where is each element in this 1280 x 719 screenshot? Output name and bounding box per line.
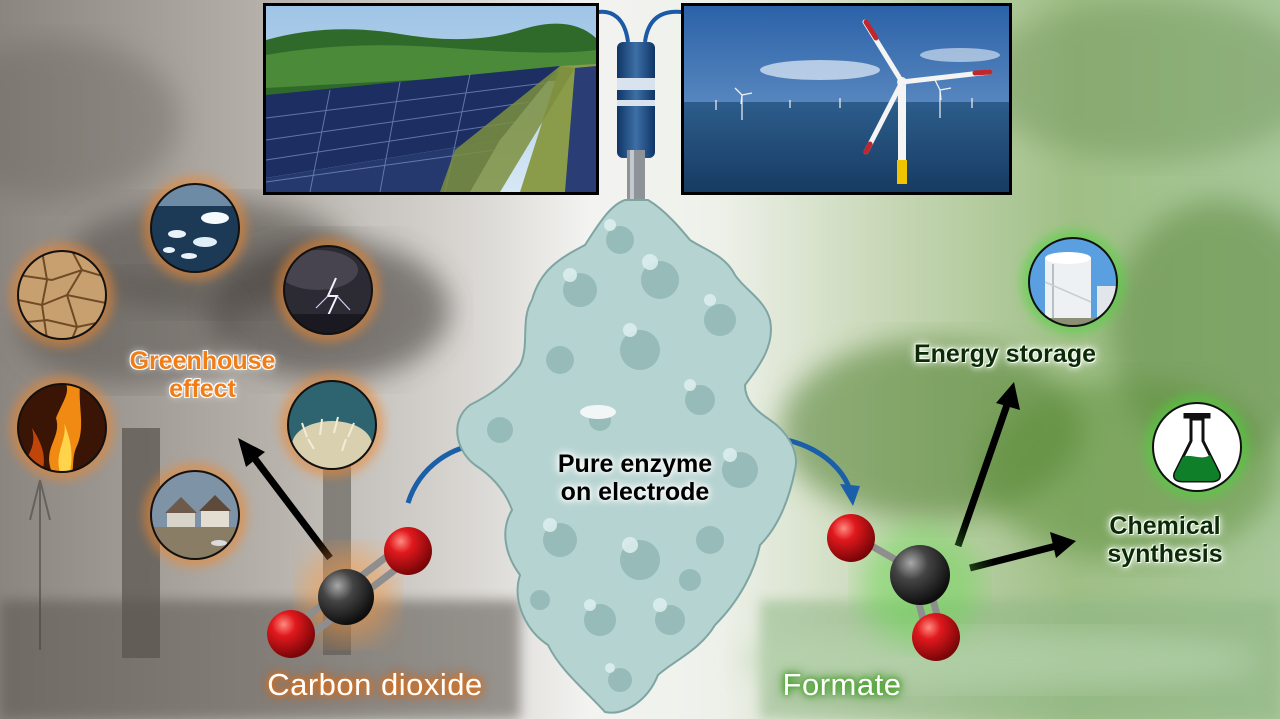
coral-bleaching-icon xyxy=(280,373,384,477)
storm-icon xyxy=(276,238,380,342)
forest-background xyxy=(740,0,1280,719)
greenhouse-line-2: effect xyxy=(169,375,236,403)
enzyme-line-1: Pure enzyme xyxy=(557,450,713,478)
wildfire-icon xyxy=(10,376,114,480)
chemical-line-1: Chemical xyxy=(1109,512,1221,540)
climate-impact-icons xyxy=(10,176,384,567)
melting-ice-icon xyxy=(143,176,247,280)
arrow-co2-to-greenhouse xyxy=(238,438,333,561)
co2-molecule xyxy=(267,527,432,658)
energy-storage-label: Energy storage xyxy=(913,340,1096,368)
chemical-synthesis-label: Chemical synthesis xyxy=(1075,512,1255,568)
cable-left xyxy=(597,9,630,43)
chemical-line-2: synthesis xyxy=(1107,540,1223,568)
drought-icon xyxy=(10,243,114,347)
flood-icon xyxy=(143,463,247,567)
greenhouse-effect-label: Greenhouse effect xyxy=(100,347,305,403)
storage-tank-icon xyxy=(1021,230,1125,334)
enzyme-structure xyxy=(456,199,797,714)
enzyme-electrode-label: Pure enzyme on electrode xyxy=(500,450,770,506)
chemical-flask-icon xyxy=(1145,395,1249,499)
arrow-formate-to-energy-storage xyxy=(954,382,1020,548)
electrode xyxy=(617,42,655,210)
formate-molecule xyxy=(827,514,980,661)
formate-label: Formate xyxy=(782,667,902,702)
solar-farm-photo xyxy=(263,3,599,195)
enzyme-line-2: on electrode xyxy=(560,478,710,506)
arrow-formate-to-chemical-synthesis xyxy=(969,532,1076,572)
greenhouse-line-1: Greenhouse xyxy=(129,347,276,375)
wind-farm-photo xyxy=(681,3,1012,195)
cable-right xyxy=(643,9,683,43)
reaction-arrowhead xyxy=(840,484,860,506)
carbon-dioxide-label: Carbon dioxide xyxy=(267,667,483,702)
